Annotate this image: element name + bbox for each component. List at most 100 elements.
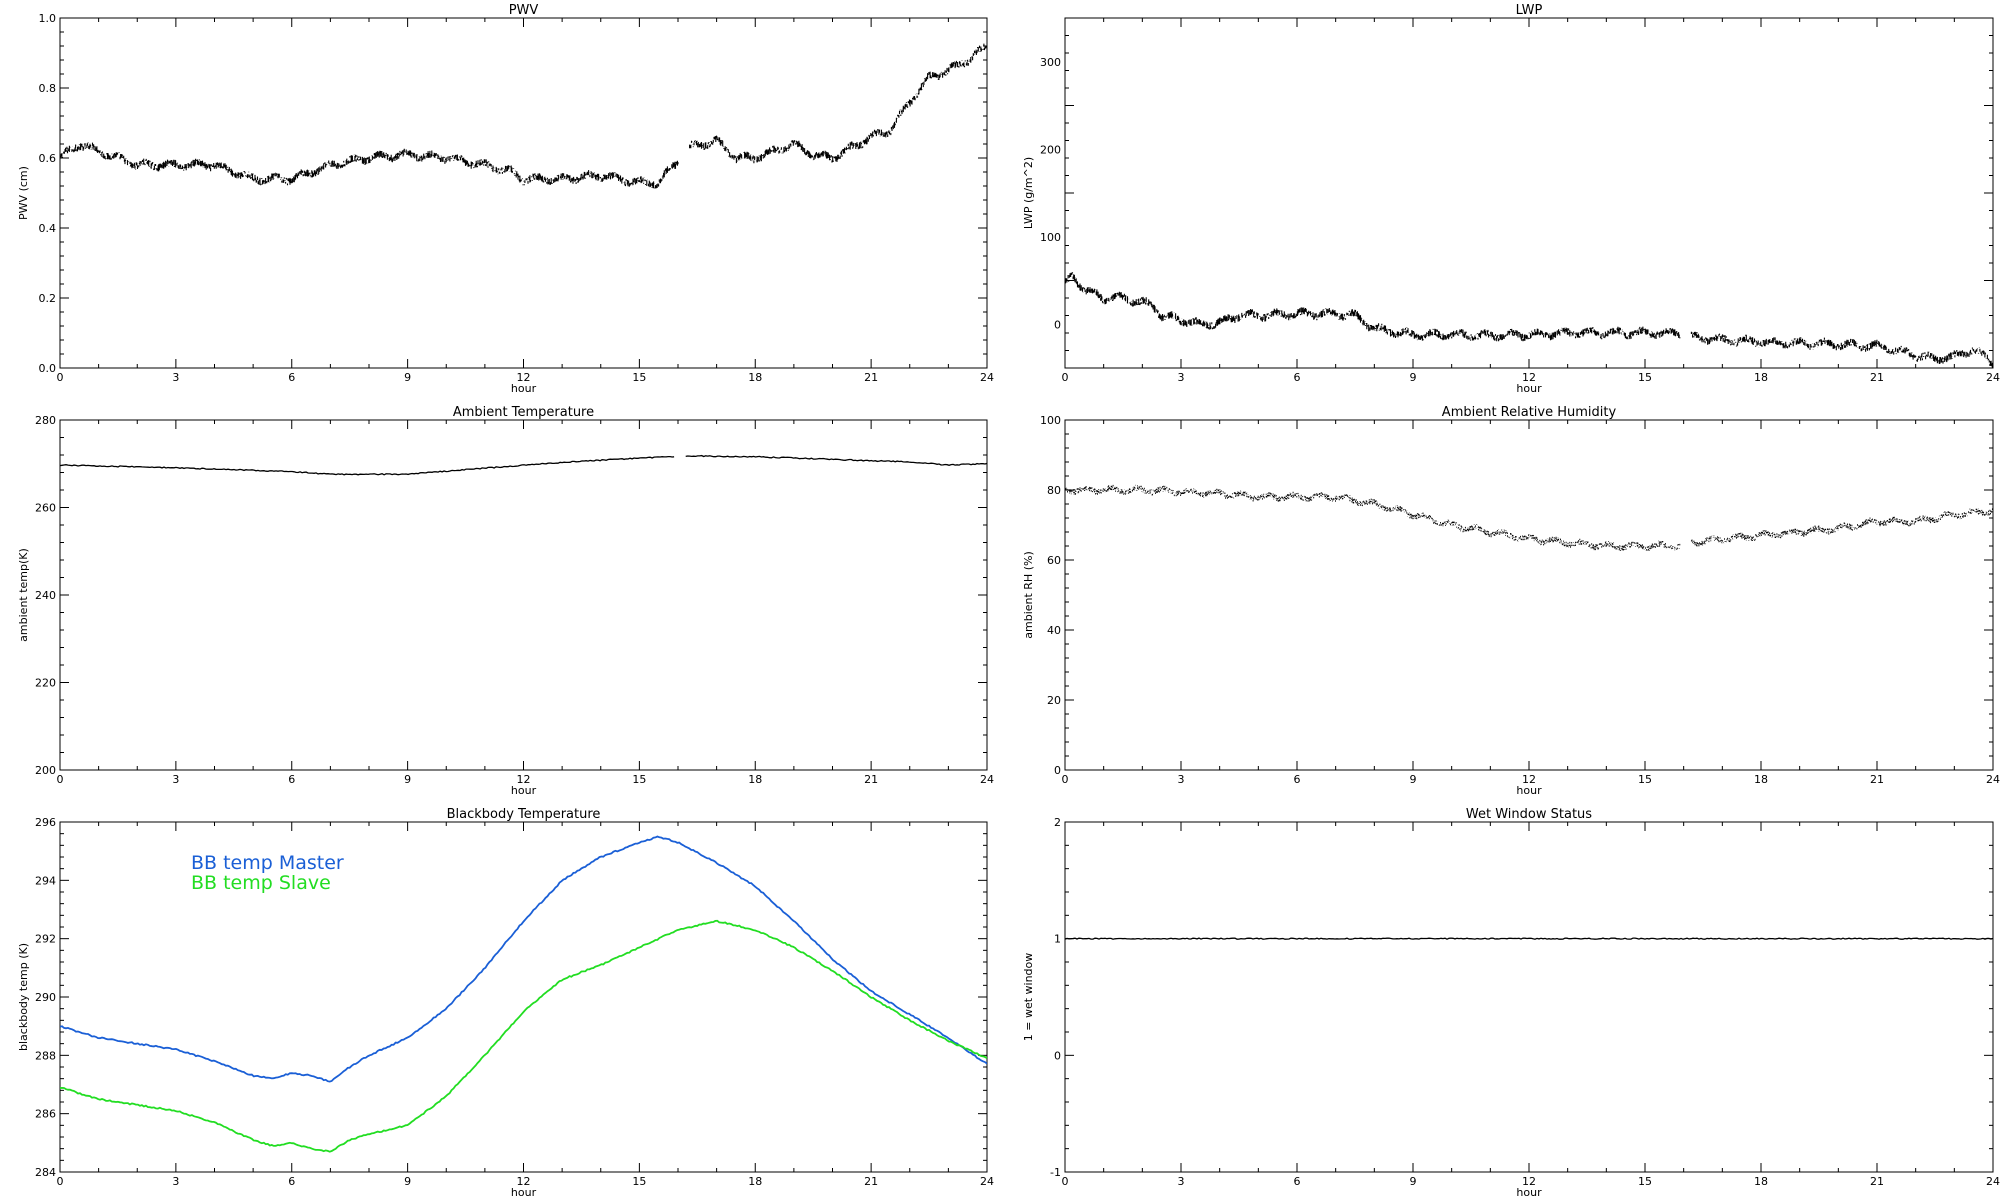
- x-tick-label: 3: [1178, 773, 1185, 786]
- x-tick-label: 12: [1522, 1175, 1536, 1188]
- x-tick-label: 12: [517, 371, 531, 384]
- panel-title: LWP: [1516, 3, 1543, 18]
- x-tick-label: 24: [1986, 371, 2000, 384]
- y-axis-label: ambient temp(K): [17, 548, 30, 642]
- x-tick-label: 12: [1522, 773, 1536, 786]
- panel-pwv: PWV 0 3 6 9 12 15 18 21 24 0.0 0.2 0.4 0.6 0.8 1.0 hour P…: [17, 3, 994, 395]
- y-tick-label: 292: [35, 933, 56, 946]
- series-line: [685, 454, 987, 466]
- series-trace: [1065, 484, 1681, 551]
- x-tick-label: 21: [864, 371, 878, 384]
- x-tick-label: 21: [1870, 1175, 1884, 1188]
- y-axis-label: 1 = wet window: [1022, 953, 1035, 1042]
- x-tick-label: 3: [1178, 1175, 1185, 1188]
- x-tick-label: 24: [1986, 773, 2000, 786]
- x-tick-label: 15: [1638, 773, 1652, 786]
- tick-marks: [1064, 419, 1994, 771]
- y-axis-label: LWP (g/m^2): [1022, 157, 1035, 229]
- series-1: [1065, 272, 1993, 368]
- panel-title: Wet Window Status: [1466, 807, 1592, 822]
- series-trace: [1690, 331, 1993, 368]
- y-tick-label: 300: [1040, 56, 1061, 69]
- panel-title: PWV: [509, 3, 539, 18]
- x-tick-label: 15: [1638, 371, 1652, 384]
- y-tick-label: 60: [1047, 554, 1061, 567]
- x-tick-label: 24: [980, 1175, 994, 1188]
- x-tick-label: 12: [517, 773, 531, 786]
- x-tick-label: 0: [57, 371, 64, 384]
- y-tick-label: 260: [35, 502, 56, 515]
- tick-marks: [59, 821, 988, 1173]
- y-tick-label: 100: [1040, 414, 1061, 427]
- series-trace: [1690, 508, 1993, 547]
- y-tick-label: 0.4: [39, 222, 57, 235]
- panel-lwp: LWP 0 3 6 9 12 15 18 21 24 0 100 200 300 hour LWP (g/m^…: [1022, 3, 2000, 395]
- legend-entry: BB temp Slave: [191, 872, 331, 894]
- x-tick-label: 9: [1410, 773, 1417, 786]
- x-tick-label: 0: [1062, 773, 1069, 786]
- y-tick-label: 0.0: [39, 362, 57, 375]
- x-tick-label: 0: [57, 773, 64, 786]
- plot-frame: [1064, 17, 1994, 369]
- series-line: [60, 919, 987, 1153]
- x-tick-label: 24: [1986, 1175, 2000, 1188]
- x-tick-label: 3: [1178, 371, 1185, 384]
- series-line: [1065, 937, 1993, 940]
- y-tick-label: 294: [35, 874, 56, 887]
- x-tick-label: 21: [1870, 773, 1884, 786]
- x-tick-label: 0: [1062, 371, 1069, 384]
- x-tick-label: 6: [288, 1175, 295, 1188]
- x-tick-label: 6: [1294, 1175, 1301, 1188]
- x-tick-label: 0: [57, 1175, 64, 1188]
- y-tick-label: 220: [35, 677, 56, 690]
- x-tick-label: 0: [1062, 1175, 1069, 1188]
- x-tick-label: 6: [288, 773, 295, 786]
- y-tick-label: 290: [35, 991, 56, 1004]
- tick-marks: [1064, 17, 1994, 369]
- y-axis-label: PWV (cm): [17, 166, 30, 220]
- x-axis-label: hour: [511, 784, 537, 797]
- x-tick-label: 18: [748, 371, 762, 384]
- y-tick-label: 0.2: [39, 292, 57, 305]
- y-axis-label: blackbody temp (K): [17, 943, 30, 1051]
- x-axis-label: hour: [511, 1186, 537, 1199]
- y-tick-label: 80: [1047, 484, 1061, 497]
- y-tick-label: 200: [35, 764, 56, 777]
- series-1: [1065, 484, 1993, 551]
- y-tick-label: 200: [1040, 143, 1061, 156]
- y-tick-label: 0.6: [39, 152, 57, 165]
- y-tick-label: 2: [1054, 816, 1061, 829]
- y-tick-label: 0.8: [39, 82, 57, 95]
- y-tick-label: -1: [1050, 1166, 1061, 1179]
- series-trace: [689, 43, 987, 164]
- x-tick-label: 18: [1754, 1175, 1768, 1188]
- tick-marks: [59, 17, 988, 369]
- panel-ambient-temperature: Ambient Temperature 0 3 6 9 12 15 18 21 24 200 220 2…: [17, 405, 994, 797]
- panel-title: Ambient Relative Humidity: [1442, 405, 1617, 420]
- y-axis-label: ambient RH (%): [1022, 551, 1035, 639]
- tick-marks: [59, 419, 988, 771]
- x-tick-label: 6: [1294, 773, 1301, 786]
- y-tick-label: 240: [35, 589, 56, 602]
- series-trace: [60, 142, 679, 189]
- plot-frame: [1064, 821, 1994, 1173]
- plot-frame: [59, 419, 988, 771]
- x-tick-label: 15: [632, 371, 646, 384]
- x-tick-label: 24: [980, 773, 994, 786]
- x-tick-label: 12: [517, 1175, 531, 1188]
- series-1: [60, 454, 987, 476]
- x-axis-label: hour: [1516, 382, 1542, 395]
- y-tick-label: 0: [1054, 1049, 1061, 1062]
- panel-ambient-relative-humidity: Ambient Relative Humidity 0 3 6 9 12 15 18 21 24 0…: [1022, 405, 2000, 797]
- plot-frame: [1064, 419, 1994, 771]
- series-1: [1065, 937, 1993, 940]
- x-tick-label: 15: [632, 1175, 646, 1188]
- series-line: [60, 455, 675, 476]
- y-tick-label: 1: [1054, 933, 1061, 946]
- x-axis-label: hour: [511, 382, 537, 395]
- series-1: [60, 835, 987, 1083]
- y-tick-label: 296: [35, 816, 56, 829]
- x-tick-label: 3: [172, 1175, 179, 1188]
